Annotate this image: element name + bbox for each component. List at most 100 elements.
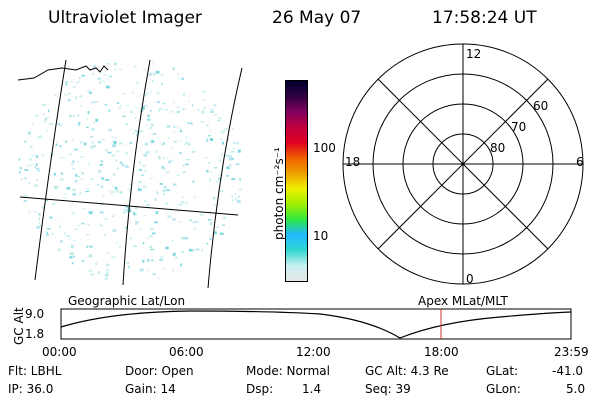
emission-speckle bbox=[73, 255, 75, 258]
emission-speckle bbox=[75, 81, 78, 84]
flt-status: Flt: LBHL bbox=[8, 364, 62, 378]
emission-speckle bbox=[91, 141, 94, 144]
emission-speckle bbox=[128, 188, 132, 191]
emission-speckle bbox=[161, 82, 163, 86]
emission-speckle bbox=[42, 206, 45, 209]
emission-speckle bbox=[101, 139, 106, 141]
emission-speckle bbox=[146, 204, 150, 207]
emission-speckle bbox=[192, 104, 194, 107]
emission-speckle bbox=[80, 104, 82, 107]
emission-speckle bbox=[173, 126, 176, 129]
emission-speckle bbox=[138, 181, 142, 183]
emission-speckle bbox=[151, 232, 156, 235]
emission-speckle bbox=[99, 223, 101, 226]
emission-speckle bbox=[173, 101, 175, 104]
emission-speckle bbox=[125, 166, 129, 168]
emission-speckle bbox=[183, 143, 186, 146]
emission-speckle bbox=[143, 154, 147, 157]
emission-speckle bbox=[125, 105, 130, 107]
emission-speckle bbox=[185, 136, 188, 139]
emission-speckle bbox=[213, 203, 217, 206]
emission-speckle bbox=[76, 176, 80, 178]
emission-speckle bbox=[103, 74, 107, 76]
emission-speckle bbox=[181, 251, 184, 253]
emission-speckle bbox=[172, 183, 177, 186]
emission-speckle bbox=[160, 256, 164, 259]
emission-speckle bbox=[34, 165, 36, 169]
emission-speckle bbox=[124, 211, 128, 213]
polar-mlt-plot bbox=[342, 43, 584, 285]
emission-speckle bbox=[87, 90, 91, 93]
emission-speckle bbox=[193, 227, 197, 231]
meridian-line-1 bbox=[34, 59, 67, 281]
emission-speckle bbox=[238, 196, 240, 198]
emission-speckle bbox=[214, 167, 218, 169]
emission-speckle bbox=[31, 154, 35, 156]
emission-speckle bbox=[197, 109, 200, 111]
emission-speckle bbox=[132, 132, 136, 135]
emission-speckle bbox=[130, 128, 132, 131]
emission-speckle bbox=[39, 225, 43, 227]
colorbar-tick-100: 100 bbox=[313, 141, 336, 155]
emission-speckle bbox=[129, 184, 131, 186]
emission-speckle bbox=[71, 212, 76, 215]
emission-speckle bbox=[112, 215, 114, 218]
uv-emission-speckles bbox=[18, 61, 242, 280]
emission-speckle bbox=[106, 79, 109, 81]
emission-speckle bbox=[185, 201, 188, 205]
emission-speckle bbox=[201, 110, 205, 114]
emission-speckle bbox=[163, 102, 166, 105]
emission-speckle bbox=[66, 187, 71, 190]
emission-speckle bbox=[99, 159, 102, 161]
emission-speckle bbox=[208, 211, 211, 213]
emission-speckle bbox=[74, 148, 78, 151]
emission-speckle bbox=[209, 238, 212, 240]
colorbar bbox=[285, 80, 308, 282]
emission-speckle bbox=[146, 118, 151, 121]
emission-speckle bbox=[134, 107, 138, 109]
emission-speckle bbox=[72, 86, 77, 88]
emission-speckle bbox=[220, 137, 223, 141]
emission-speckle bbox=[158, 156, 161, 159]
emission-speckle bbox=[147, 258, 150, 262]
emission-speckle bbox=[38, 221, 40, 224]
emission-speckle bbox=[206, 170, 209, 173]
emission-speckle bbox=[115, 159, 118, 162]
emission-speckle bbox=[33, 211, 38, 213]
emission-speckle bbox=[152, 61, 154, 64]
emission-speckle bbox=[152, 133, 157, 135]
emission-speckle bbox=[237, 148, 241, 150]
emission-speckle bbox=[57, 123, 60, 125]
emission-speckle bbox=[28, 182, 30, 184]
emission-speckle bbox=[72, 192, 76, 196]
emission-speckle bbox=[120, 105, 122, 107]
date-label: 26 May 07 bbox=[272, 8, 362, 28]
emission-speckle bbox=[209, 178, 211, 182]
emission-speckle bbox=[107, 63, 111, 65]
emission-speckle bbox=[201, 249, 203, 252]
emission-speckle bbox=[69, 153, 72, 156]
emission-speckle bbox=[154, 221, 158, 224]
emission-speckle bbox=[71, 160, 75, 164]
emission-speckle bbox=[48, 109, 50, 113]
emission-speckle bbox=[23, 194, 28, 198]
emission-speckle bbox=[78, 123, 80, 126]
emission-speckle bbox=[119, 106, 121, 110]
emission-speckle bbox=[73, 188, 75, 192]
emission-speckle bbox=[156, 92, 160, 95]
emission-speckle bbox=[173, 131, 175, 134]
emission-speckle bbox=[77, 161, 80, 163]
emission-speckle bbox=[77, 114, 80, 117]
emission-speckle bbox=[136, 81, 139, 85]
emission-speckle bbox=[92, 145, 97, 148]
timeline-ytick-low: 1.8 bbox=[25, 327, 45, 341]
emission-speckle bbox=[60, 218, 63, 220]
emission-speckle bbox=[237, 200, 241, 203]
emission-speckle bbox=[173, 140, 177, 143]
emission-speckle bbox=[100, 203, 104, 206]
emission-speckle bbox=[95, 118, 99, 122]
colorbar-gradient bbox=[286, 81, 307, 281]
emission-speckle bbox=[28, 131, 31, 135]
emission-speckle bbox=[54, 94, 57, 96]
